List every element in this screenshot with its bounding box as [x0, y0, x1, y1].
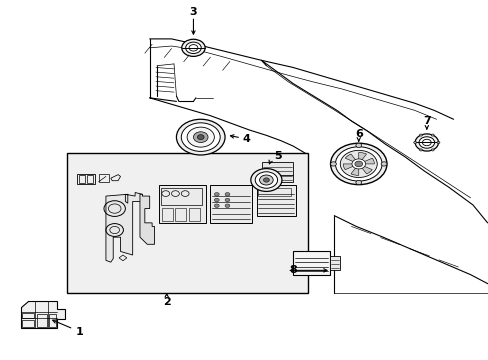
Circle shape: [224, 193, 229, 196]
Circle shape: [176, 119, 224, 155]
Circle shape: [430, 149, 433, 151]
Bar: [22, 313, 34, 318]
Circle shape: [414, 134, 438, 151]
Polygon shape: [21, 301, 64, 328]
Circle shape: [330, 162, 336, 166]
Circle shape: [259, 175, 273, 185]
Text: 3: 3: [189, 7, 197, 17]
Circle shape: [355, 180, 361, 185]
Circle shape: [351, 159, 365, 169]
Bar: [256, 185, 295, 216]
Circle shape: [197, 135, 203, 140]
Circle shape: [185, 42, 201, 54]
Bar: [79, 175, 84, 183]
Circle shape: [340, 150, 376, 177]
Polygon shape: [140, 194, 154, 244]
Text: 2: 2: [163, 297, 170, 307]
Bar: [67, 153, 307, 293]
Circle shape: [214, 198, 219, 202]
Wedge shape: [345, 154, 358, 164]
Circle shape: [181, 123, 220, 152]
Bar: [189, 207, 200, 221]
Circle shape: [263, 178, 269, 182]
Circle shape: [187, 127, 214, 147]
Circle shape: [335, 147, 381, 181]
Circle shape: [224, 198, 229, 202]
Bar: [210, 185, 251, 223]
Bar: [87, 175, 93, 183]
Circle shape: [250, 168, 282, 192]
Text: 5: 5: [273, 151, 281, 161]
Circle shape: [255, 172, 277, 188]
Bar: [261, 162, 292, 182]
Circle shape: [182, 39, 204, 57]
Wedge shape: [358, 158, 373, 164]
Circle shape: [214, 193, 219, 196]
Circle shape: [354, 161, 362, 167]
Bar: [159, 185, 205, 223]
Circle shape: [419, 149, 422, 151]
Circle shape: [224, 204, 229, 207]
Text: 8: 8: [289, 265, 296, 275]
Bar: [22, 320, 34, 327]
Circle shape: [214, 204, 219, 207]
Bar: [329, 256, 340, 270]
Text: 7: 7: [422, 116, 430, 126]
Circle shape: [330, 143, 386, 185]
Wedge shape: [350, 164, 358, 175]
Circle shape: [355, 143, 361, 148]
Bar: [48, 314, 56, 327]
Bar: [162, 207, 172, 221]
Text: 4: 4: [243, 134, 250, 144]
Bar: [161, 188, 202, 205]
Circle shape: [436, 141, 439, 144]
Circle shape: [430, 134, 433, 136]
Polygon shape: [106, 193, 142, 262]
Wedge shape: [343, 164, 358, 170]
Circle shape: [419, 134, 422, 136]
Bar: [258, 188, 290, 196]
Bar: [37, 314, 46, 327]
Circle shape: [193, 132, 207, 143]
Circle shape: [380, 162, 386, 166]
Bar: [99, 174, 109, 182]
Bar: [77, 174, 95, 184]
Bar: [292, 251, 329, 275]
Wedge shape: [358, 164, 371, 174]
Bar: [175, 207, 186, 221]
Text: 6: 6: [354, 129, 362, 139]
Wedge shape: [358, 153, 366, 164]
Text: 1: 1: [75, 327, 83, 337]
Circle shape: [413, 141, 416, 144]
Circle shape: [418, 137, 434, 148]
